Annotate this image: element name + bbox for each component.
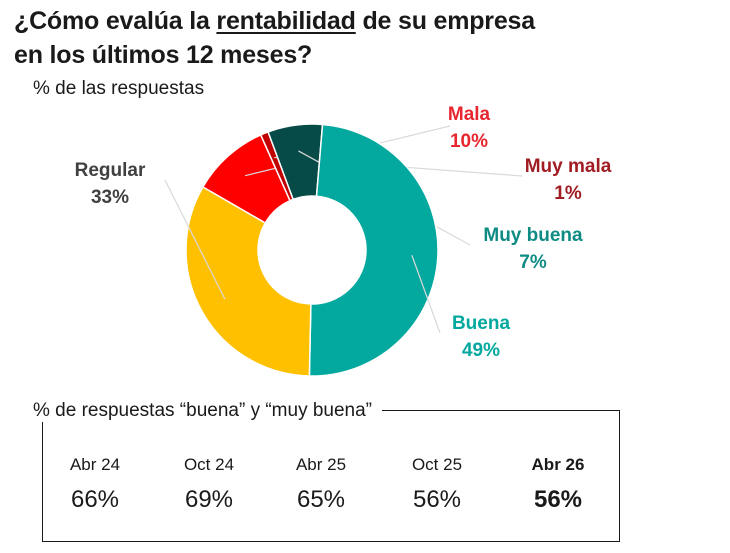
period-label: Abr 25	[295, 455, 347, 474]
title-line-2: en los últimos 12 meses?	[14, 41, 313, 69]
donut-slice-buena	[308, 123, 439, 377]
title-underlined-word: rentabilidad	[216, 7, 356, 35]
leader-line-buena	[411, 255, 441, 334]
slice-label-buena: Buena	[452, 313, 511, 334]
donut-chart: Mala 10% Muy mala 1% Muy buena 7% Buena 49% Regu…	[75, 104, 612, 377]
period-value: 69%	[184, 486, 234, 513]
slice-label-muy-mala: Muy mala	[525, 156, 612, 177]
slice-value-regular: 33%	[91, 187, 129, 208]
period-label: Oct 24	[183, 455, 235, 474]
slice-value-muy-mala: 1%	[554, 183, 582, 204]
slice-label-regular: Regular	[75, 160, 146, 181]
period-value: 56%	[533, 486, 583, 513]
title-text-pre: ¿Cómo evalúa la	[14, 7, 217, 35]
period-label: Oct 25	[411, 455, 463, 474]
title-text-post: de su empresa	[355, 7, 535, 35]
chart-subtitle: % de las respuestas	[33, 78, 205, 99]
slice-value-muy-buena: 7%	[519, 252, 547, 273]
period-label: Abr 24	[69, 455, 121, 474]
summary-title: % de respuestas “buena” y “muy buena”	[33, 400, 383, 422]
period-value: 56%	[412, 486, 462, 513]
slice-label-mala: Mala	[448, 104, 491, 125]
period-value: 65%	[296, 486, 346, 513]
leader-line-regular	[164, 179, 226, 300]
slice-value-buena: 49%	[462, 340, 500, 361]
chart-title: ¿Cómo evalúa la rentabilidad de su empre…	[14, 4, 714, 72]
slice-value-mala: 10%	[450, 131, 488, 152]
donut-slice-regular	[185, 185, 312, 377]
slice-label-muy-buena: Muy buena	[483, 225, 583, 246]
summary-box	[42, 410, 620, 542]
period-label: Abr 26	[531, 455, 585, 474]
period-value: 66%	[70, 486, 120, 513]
